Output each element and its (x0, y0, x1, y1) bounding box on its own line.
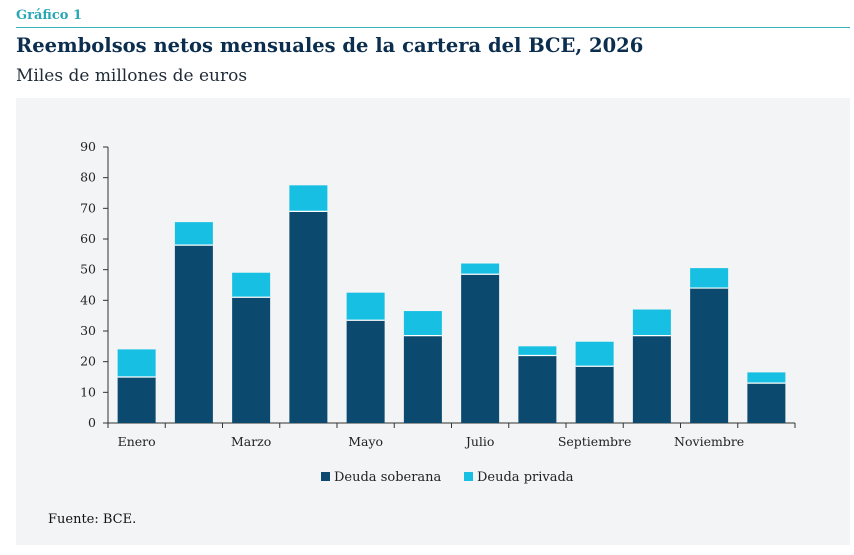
x-tick-label: Julio (464, 434, 495, 449)
bar-privada (518, 346, 557, 356)
chart-label: Gráfico 1 (16, 8, 82, 23)
y-tick-label: 60 (80, 231, 96, 246)
legend-swatch (321, 472, 330, 481)
bar-privada (174, 222, 213, 246)
x-tick-label: Enero (118, 434, 156, 449)
bar-soberana (403, 335, 442, 423)
bar-soberana (232, 297, 271, 423)
x-tick-label: Septiembre (558, 434, 632, 449)
bar-privada (690, 268, 729, 289)
y-tick-label: 70 (80, 200, 96, 215)
x-axis: Enero Marzo Mayo Julio Septiembre Noviembre (107, 422, 796, 449)
bar-privada (632, 309, 671, 336)
bars (117, 185, 786, 423)
bar-privada (117, 349, 156, 377)
y-tick-label: 80 (80, 170, 96, 185)
y-tick-label: 90 (80, 139, 96, 154)
bar-soberana (690, 288, 729, 423)
bar-soberana (174, 245, 213, 423)
bar-privada (461, 263, 500, 275)
bar-soberana (461, 274, 500, 423)
header-rule (16, 27, 850, 28)
bar-soberana (289, 211, 328, 423)
legend-label: Deuda privada (477, 470, 574, 485)
legend-label: Deuda soberana (334, 470, 442, 485)
bar-soberana (632, 335, 671, 423)
source-note: Fuente: BCE. (48, 512, 137, 527)
bar-privada (747, 372, 786, 384)
bar-soberana (575, 366, 614, 423)
x-tick-label: Mayo (348, 434, 383, 449)
x-tick-label: Noviembre (674, 434, 744, 449)
legend-swatch (464, 472, 473, 481)
bar-privada (346, 292, 385, 321)
bar-soberana (747, 383, 786, 423)
y-tick-label: 20 (80, 354, 96, 369)
bar-soberana (346, 320, 385, 423)
x-tick-label: Marzo (231, 434, 271, 449)
legend: Deuda soberana Deuda privada (321, 470, 574, 485)
y-tick-label: 40 (80, 292, 96, 307)
bar-privada (289, 185, 328, 212)
y-tick-label: 10 (80, 384, 96, 399)
y-tick-label: 0 (88, 415, 96, 430)
bar-privada (232, 272, 271, 298)
y-tick-label: 50 (80, 262, 96, 277)
bar-privada (403, 311, 442, 336)
chart-title: Reembolsos netos mensuales de la cartera… (16, 34, 644, 57)
bar-privada (575, 341, 614, 367)
bar-soberana (117, 377, 156, 423)
bar-soberana (518, 355, 557, 423)
y-tick-label: 30 (80, 323, 96, 338)
chart-subtitle: Miles de millones de euros (16, 66, 248, 86)
y-axis: 0 10 20 30 40 50 60 70 80 90 (80, 139, 109, 430)
